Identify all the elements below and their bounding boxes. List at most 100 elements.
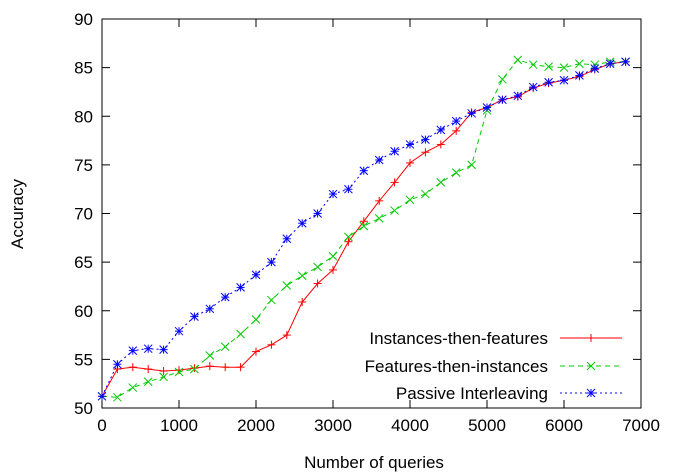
data-point <box>190 364 199 373</box>
legend-item: Passive Interleaving <box>396 384 622 403</box>
data-point <box>205 351 215 360</box>
data-point <box>436 178 446 187</box>
data-point <box>528 82 538 92</box>
data-point <box>251 270 261 280</box>
y-axis: 50 55 60 65 70 75 80 85 90 <box>74 10 641 418</box>
data-point <box>267 295 276 305</box>
data-point <box>575 71 584 80</box>
x-tick-label: 7000 <box>622 416 660 435</box>
data-point <box>297 218 307 228</box>
y-tick-label: 50 <box>74 399 93 418</box>
data-point <box>159 372 168 382</box>
data-point <box>344 237 353 246</box>
data-point <box>375 196 384 205</box>
legend-marker <box>586 388 596 398</box>
data-point <box>236 363 245 372</box>
data-point <box>544 62 553 72</box>
data-point <box>405 140 415 149</box>
data-point <box>451 168 461 178</box>
data-point <box>128 383 138 392</box>
series-layer <box>97 55 630 402</box>
data-point <box>128 363 137 372</box>
data-point <box>328 189 338 199</box>
data-point <box>97 391 107 401</box>
series-1 <box>98 57 630 401</box>
data-point <box>374 214 384 223</box>
data-point <box>143 344 153 354</box>
x-axis: 0 1000 2000 3000 4000 5000 6000 7000 <box>97 19 660 435</box>
plot-area: 0 1000 2000 3000 4000 5000 6000 7000 50 55 60 65 70… <box>74 10 660 435</box>
data-point <box>159 367 168 376</box>
data-point <box>252 347 260 356</box>
data-point <box>143 377 153 387</box>
legend-label: Instances-then-features <box>369 329 548 348</box>
data-point <box>236 283 245 292</box>
series-3 <box>97 57 630 401</box>
data-point <box>298 297 307 306</box>
data-point <box>144 365 153 374</box>
data-point <box>313 209 322 218</box>
data-point <box>329 265 337 274</box>
data-point <box>267 340 276 349</box>
data-point <box>390 178 399 187</box>
legend-marker <box>587 334 595 342</box>
data-point <box>221 363 230 372</box>
data-point <box>359 217 368 226</box>
x-tick-label: 1000 <box>160 416 198 435</box>
x-axis-title: Number of queries <box>304 453 444 472</box>
data-point <box>174 326 184 336</box>
data-point <box>498 95 507 105</box>
data-point <box>159 345 168 355</box>
legend-label: Passive Interleaving <box>396 384 548 403</box>
data-point <box>421 148 430 157</box>
legend-item: Features-then-instances <box>365 357 622 376</box>
data-point <box>113 392 122 402</box>
data-point <box>405 195 415 205</box>
data-point <box>128 346 138 355</box>
data-point <box>590 64 600 73</box>
data-point <box>374 155 384 165</box>
x-tick-label: 0 <box>97 416 106 435</box>
data-point <box>451 116 461 126</box>
data-point <box>313 279 322 288</box>
data-point <box>344 232 353 242</box>
data-point <box>544 77 553 87</box>
series-2 <box>97 55 630 402</box>
y-tick-label: 90 <box>74 10 93 29</box>
data-point <box>282 234 292 244</box>
data-point <box>297 271 307 281</box>
data-point <box>467 160 476 170</box>
plot-frame <box>101 18 642 409</box>
data-point <box>236 329 245 339</box>
data-point <box>421 189 430 199</box>
data-point <box>190 364 199 374</box>
data-point <box>205 304 215 314</box>
y-axis-title: Accuracy <box>8 179 27 249</box>
legend-marker <box>586 361 596 371</box>
y-tick-label: 85 <box>74 59 93 78</box>
x-tick-label: 2000 <box>237 416 275 435</box>
data-point <box>344 184 353 194</box>
data-point <box>621 57 630 67</box>
legend-item: Instances-then-features <box>369 329 622 348</box>
y-tick-label: 80 <box>74 107 93 126</box>
y-tick-label: 65 <box>74 253 93 272</box>
data-point <box>528 60 538 70</box>
legend: Instances-then-features Features-then-ins… <box>365 329 622 403</box>
data-point <box>482 103 492 112</box>
data-point <box>559 75 569 85</box>
y-tick-label: 75 <box>74 156 93 175</box>
data-point <box>313 262 322 272</box>
data-point <box>174 367 184 377</box>
data-point <box>436 125 446 135</box>
data-point <box>390 206 399 215</box>
data-point <box>559 63 569 72</box>
data-point <box>452 126 461 135</box>
data-point <box>175 366 183 375</box>
data-point <box>498 74 507 84</box>
y-tick-label: 55 <box>74 350 93 369</box>
x-tick-label: 3000 <box>314 416 352 435</box>
x-tick-label: 5000 <box>468 416 506 435</box>
data-point <box>390 146 399 156</box>
